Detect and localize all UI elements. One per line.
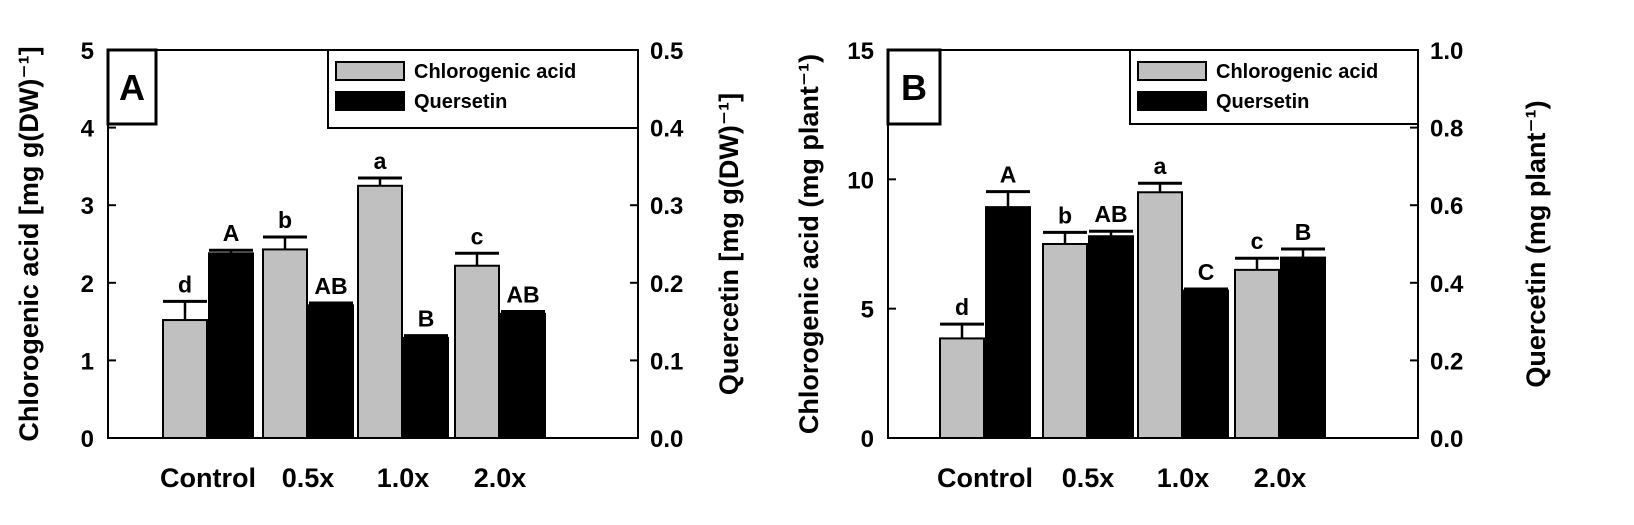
category-label: 0.5x [1062, 463, 1115, 493]
right-tick-label: 1.0 [1430, 38, 1463, 65]
right-tick-label: 0.5 [650, 38, 683, 65]
left-tick-label: 3 [81, 193, 94, 220]
left-tick-label: 4 [81, 116, 95, 143]
significance-letter: B [1295, 219, 1312, 245]
right-tick-label: 0.2 [650, 271, 683, 298]
right-axis-title: Quercetin [mg g(DW)⁻¹] [714, 93, 744, 395]
bar-chlorogenic-acid [454, 264, 500, 439]
legend-swatch [335, 91, 405, 111]
right-tick-label: 0.0 [650, 426, 683, 453]
bar-chlorogenic-acid [1234, 268, 1280, 439]
left-tick-label: 5 [81, 38, 94, 65]
category-label: Control [160, 463, 256, 493]
bar-quersetin [1183, 289, 1229, 439]
bar-chlorogenic-acid [162, 319, 208, 440]
left-tick-label: 5 [861, 297, 874, 324]
left-tick-label: 0 [81, 426, 94, 453]
bar-quersetin [500, 312, 546, 439]
significance-letter: A [223, 220, 240, 246]
panel-label: A [119, 67, 145, 108]
category-label: 1.0x [377, 463, 430, 493]
left-axis-title: Chlorogenic acid (mg plant⁻¹) [794, 54, 824, 434]
panel-label: B [901, 67, 927, 108]
legend-label: Quersetin [414, 91, 507, 113]
left-tick-label: 15 [847, 38, 874, 65]
bar-chlorogenic-acid [262, 248, 308, 439]
bar-quersetin [1088, 235, 1134, 439]
significance-letter: B [418, 306, 435, 332]
legend-label: Chlorogenic acid [1216, 61, 1378, 83]
significance-letter: c [471, 223, 484, 249]
right-tick-label: 0.4 [650, 116, 684, 143]
legend-label: Chlorogenic acid [414, 61, 576, 83]
significance-letter: b [1058, 202, 1072, 228]
category-label: 0.5x [282, 463, 335, 493]
right-tick-label: 0.2 [1430, 348, 1463, 375]
significance-letter: a [374, 148, 387, 174]
right-tick-label: 0.1 [650, 348, 683, 375]
panel-label-box [106, 48, 158, 126]
bar-chlorogenic-acid [357, 184, 403, 439]
significance-letter: AB [1094, 201, 1127, 227]
left-tick-label: 2 [81, 271, 94, 298]
significance-letter: b [278, 207, 292, 233]
legend-swatch [1137, 61, 1207, 81]
bar-quersetin [308, 304, 354, 439]
legend-swatch [1137, 91, 1207, 111]
panel-b: 0 5 10 15 0.0 0.2 0.4 0.6 0.8 1.0 Chlorogenic acid… [794, 38, 1551, 493]
bar-chlorogenic-acid [1042, 243, 1088, 439]
bar-chlorogenic-acid [939, 337, 985, 439]
bar-quersetin [403, 336, 449, 439]
bar-quersetin [985, 206, 1031, 439]
category-label: Control [937, 463, 1033, 493]
legend-label: Quersetin [1216, 91, 1309, 113]
bar-chlorogenic-acid [1137, 191, 1183, 439]
left-tick-label: 1 [81, 348, 94, 375]
significance-letter: d [955, 294, 969, 320]
panel-a: 0 1 2 3 4 5 0.0 0.1 0.2 0.3 0.4 0.5 Chlorogenic acid… [14, 38, 744, 493]
right-tick-label: 0.0 [1430, 426, 1463, 453]
category-label: 2.0x [1254, 463, 1307, 493]
significance-letter: d [178, 271, 192, 297]
left-tick-label: 0 [861, 426, 874, 453]
category-label: 2.0x [474, 463, 527, 493]
right-axis-title: Quercetin (mg plant⁻¹) [1521, 100, 1551, 387]
significance-letter: AB [314, 273, 347, 299]
significance-letter: c [1251, 228, 1264, 254]
significance-letter: C [1198, 259, 1215, 285]
right-tick-label: 0.6 [1430, 193, 1463, 220]
left-axis-title: Chlorogenic acid [mg g(DW)⁻¹] [14, 46, 44, 441]
bar-quersetin [1280, 256, 1326, 439]
panel-label-box [886, 48, 942, 126]
significance-letter: a [1154, 153, 1167, 179]
right-tick-label: 0.8 [1430, 116, 1463, 143]
legend-swatch [335, 61, 405, 81]
right-tick-label: 0.4 [1430, 271, 1464, 298]
category-label: 1.0x [1157, 463, 1210, 493]
right-tick-label: 0.3 [650, 193, 683, 220]
significance-letter: AB [506, 282, 539, 308]
left-tick-label: 10 [847, 167, 874, 194]
significance-letter: A [1000, 162, 1017, 188]
bar-quersetin [208, 252, 254, 439]
